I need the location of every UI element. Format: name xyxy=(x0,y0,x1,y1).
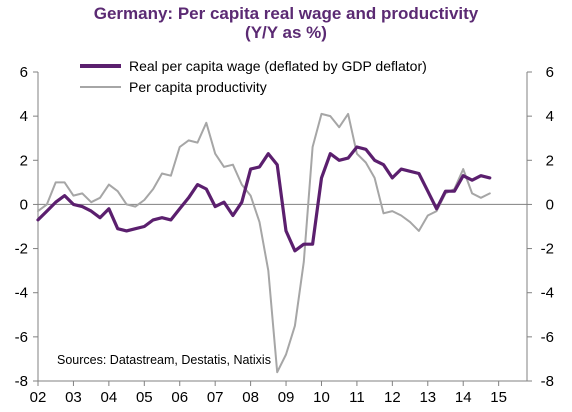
y-tick-label-left: 4 xyxy=(20,108,28,125)
y-tick-label-right: 0 xyxy=(546,196,554,213)
x-tick-label: 05 xyxy=(136,389,153,406)
y-tick-label-left: -4 xyxy=(15,285,28,302)
x-tick-label: 06 xyxy=(171,389,188,406)
series-line-real-wage xyxy=(36,145,492,253)
source-note: Sources: Datastream, Destatis, Natixis xyxy=(57,353,271,367)
x-tick-label: 14 xyxy=(455,389,472,406)
legend-label: Per capita productivity xyxy=(129,79,267,95)
y-tick-label-right: -6 xyxy=(541,329,554,346)
y-tick-label-right: -8 xyxy=(541,373,554,390)
y-tick-label-left: 2 xyxy=(20,152,28,169)
y-tick-label-left: 6 xyxy=(20,64,28,81)
y-tick-label-right: -4 xyxy=(541,285,554,302)
x-tick-label: 03 xyxy=(65,389,82,406)
series-line-productivity xyxy=(37,112,491,374)
y-tick-label-right: 6 xyxy=(546,64,554,81)
x-tick-label: 15 xyxy=(490,389,507,406)
y-tick-label-right: 4 xyxy=(546,108,554,125)
y-tick-label-left: -8 xyxy=(15,373,28,390)
x-tick-label: 09 xyxy=(278,389,295,406)
legend-item-real-wage: Real per capita wage (deflated by GDP de… xyxy=(80,58,427,74)
y-tick-label-right: 2 xyxy=(546,152,554,169)
legend-item-productivity: Per capita productivity xyxy=(80,79,267,95)
x-tick-label: 07 xyxy=(207,389,224,406)
x-tick-label: 08 xyxy=(242,389,259,406)
x-tick-label: 10 xyxy=(313,389,330,406)
y-tick-label-left: 0 xyxy=(20,196,28,213)
y-tick-label-left: -6 xyxy=(15,329,28,346)
y-tick-label-right: -2 xyxy=(541,241,554,258)
y-tick-label-left: -2 xyxy=(15,241,28,258)
x-tick-label: 04 xyxy=(101,389,118,406)
legend-label: Real per capita wage (deflated by GDP de… xyxy=(129,58,427,74)
x-tick-label: 12 xyxy=(384,389,401,406)
x-tick-label: 11 xyxy=(349,389,365,406)
x-tick-label: 02 xyxy=(30,389,47,406)
chart-title: Germany: Per capita real wage and produc… xyxy=(93,4,479,23)
x-tick-label: 13 xyxy=(419,389,436,406)
chart-subtitle: (Y/Y as %) xyxy=(245,23,327,42)
